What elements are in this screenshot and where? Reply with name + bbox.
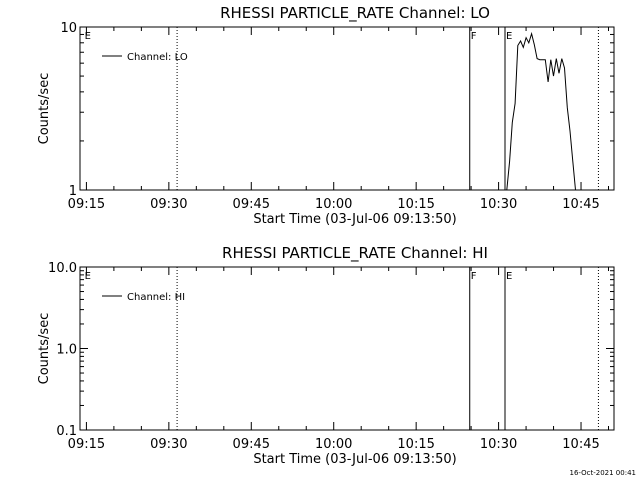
marker-label: E: [506, 31, 512, 42]
x-tick-label: 09:45: [233, 437, 270, 452]
marker-label: E: [85, 31, 91, 42]
y-tick-label: 10.0: [48, 261, 77, 276]
footer-timestamp: 16-Oct-2021 00:41: [570, 469, 636, 477]
chart-panel-hi: RHESSI PARTICLE_RATE Channel: HI 09:15 09:…: [37, 244, 615, 467]
x-tick-label: 10:00: [315, 437, 352, 452]
series-line-0: [506, 31, 576, 191]
x-tick-label: 10:15: [397, 197, 434, 212]
x-tick-label: 09:15: [68, 197, 105, 212]
y-tick-label: 1.0: [56, 343, 77, 358]
x-tick-label: 09:30: [150, 437, 187, 452]
marker-label: F: [471, 271, 477, 282]
x-tick-label: 10:30: [480, 197, 517, 212]
plot-frame: [79, 26, 615, 191]
y-axis-label: Counts/sec: [37, 73, 52, 145]
marker-label: E: [506, 271, 512, 282]
x-axis-label: Start Time (03-Jul-06 09:13:50): [253, 212, 456, 227]
marker-label: F: [471, 31, 477, 42]
x-tick-label: 09:45: [233, 197, 270, 212]
marker-label: E: [85, 271, 91, 282]
x-tick-label: 10:45: [562, 197, 599, 212]
y-axis-label: Counts/sec: [37, 313, 52, 385]
x-tick-label: 10:00: [315, 197, 352, 212]
y-tick-label: 1: [69, 184, 77, 199]
chart-title: RHESSI PARTICLE_RATE Channel: HI: [222, 244, 488, 263]
y-tick-label: 0.1: [56, 424, 77, 439]
legend-label: Channel: LO: [127, 52, 188, 63]
x-tick-label: 09:15: [68, 437, 105, 452]
x-tick-label: 10:45: [562, 437, 599, 452]
x-tick-label: 10:15: [397, 437, 434, 452]
y-tick-label: 10: [60, 21, 77, 36]
legend-label: Channel: HI: [127, 292, 185, 303]
chart-title: RHESSI PARTICLE_RATE Channel: LO: [220, 4, 490, 23]
x-axis-label: Start Time (03-Jul-06 09:13:50): [253, 452, 456, 467]
x-tick-label: 09:30: [150, 197, 187, 212]
x-tick-label: 10:30: [480, 437, 517, 452]
chart-panel-lo: RHESSI PARTICLE_RATE Channel: LO 09:15 09:…: [37, 4, 615, 227]
